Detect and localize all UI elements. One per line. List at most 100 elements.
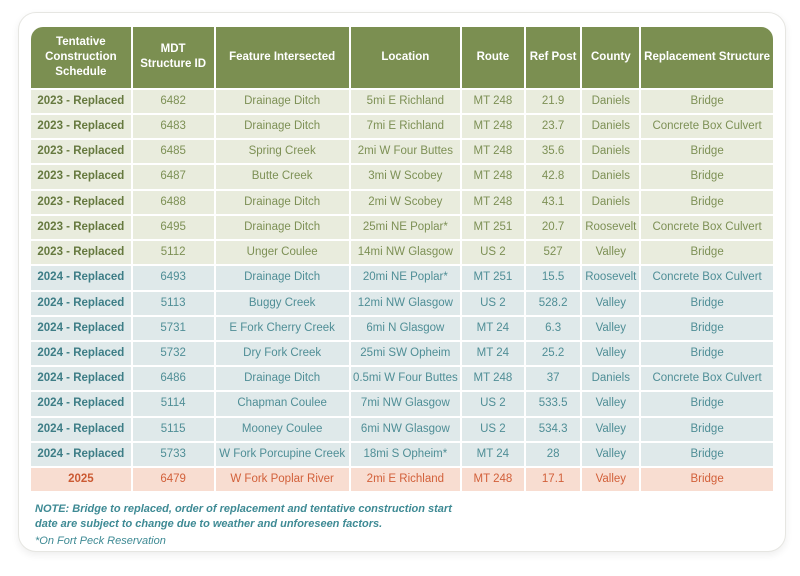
cell-feature-intersected: E Fork Cherry Creek xyxy=(215,316,349,340)
cell-tentative-construction-schedule: 2024 - Replaced xyxy=(31,417,131,441)
header-cell-ref-post: Ref Post xyxy=(525,27,581,88)
cell-mdt-structure-id: 5733 xyxy=(132,442,214,467)
header-cell-county: County xyxy=(582,27,640,88)
table-header-row: Tentative Construction Schedule MDT Struc… xyxy=(31,27,773,88)
table-row: 2024 - Replaced 5732 Dry Fork Creek 25mi SW… xyxy=(31,342,773,366)
cell-county: Daniels xyxy=(582,89,640,114)
cell-mdt-structure-id: 5113 xyxy=(132,291,214,315)
cell-replacement-structure: Bridge xyxy=(641,140,773,164)
table-row: 2024 - Replaced 5113 Buggy Creek 12mi NW Gl… xyxy=(31,291,773,315)
cell-mdt-structure-id: 5115 xyxy=(132,417,214,441)
cell-tentative-construction-schedule: 2023 - Replaced xyxy=(31,241,131,265)
cell-replacement-structure: Bridge xyxy=(641,316,773,340)
cell-route: MT 251 xyxy=(461,215,524,240)
cell-location: 5mi E Richland xyxy=(350,89,460,114)
cell-county: Valley xyxy=(582,316,640,340)
cell-tentative-construction-schedule: 2024 - Replaced xyxy=(31,291,131,315)
cell-route: MT 248 xyxy=(461,140,524,164)
cell-ref-post: 35.6 xyxy=(525,140,581,164)
cell-location: 2mi E Richland xyxy=(350,468,460,492)
cell-feature-intersected: Drainage Ditch xyxy=(215,89,349,114)
cell-ref-post: 20.7 xyxy=(525,215,581,240)
header-cell-location: Location xyxy=(350,27,460,88)
table-row: 2023 - Replaced 6488 Drainage Ditch 2mi W S… xyxy=(31,190,773,214)
cell-tentative-construction-schedule: 2023 - Replaced xyxy=(31,140,131,164)
cell-county: Daniels xyxy=(582,140,640,164)
cell-feature-intersected: Spring Creek xyxy=(215,140,349,164)
table-row: 2023 - Replaced 5112 Unger Coulee 14mi NW G… xyxy=(31,241,773,265)
cell-replacement-structure: Bridge xyxy=(641,442,773,467)
cell-ref-post: 37 xyxy=(525,367,581,391)
table-row: 2023 - Replaced 6483 Drainage Ditch 7mi E R… xyxy=(31,115,773,139)
cell-mdt-structure-id: 5112 xyxy=(132,241,214,265)
cell-replacement-structure: Concrete Box Culvert xyxy=(641,367,773,391)
cell-feature-intersected: Unger Coulee xyxy=(215,241,349,265)
cell-county: Valley xyxy=(582,241,640,265)
cell-tentative-construction-schedule: 2024 - Replaced xyxy=(31,392,131,416)
cell-location: 25mi NE Poplar* xyxy=(350,215,460,240)
cell-county: Valley xyxy=(582,442,640,467)
cell-replacement-structure: Bridge xyxy=(641,89,773,114)
cell-route: MT 24 xyxy=(461,442,524,467)
cell-replacement-structure: Concrete Box Culvert xyxy=(641,115,773,139)
cell-county: Roosevelt xyxy=(582,266,640,290)
cell-county: Valley xyxy=(582,417,640,441)
cell-location: 0.5mi W Four Buttes xyxy=(350,367,460,391)
cell-mdt-structure-id: 6486 xyxy=(132,367,214,391)
cell-route: MT 248 xyxy=(461,115,524,139)
cell-mdt-structure-id: 6479 xyxy=(132,468,214,492)
cell-county: Valley xyxy=(582,342,640,366)
cell-tentative-construction-schedule: 2024 - Replaced xyxy=(31,442,131,467)
cell-route: MT 24 xyxy=(461,342,524,366)
cell-route: MT 248 xyxy=(461,89,524,114)
cell-ref-post: 21.9 xyxy=(525,89,581,114)
cell-mdt-structure-id: 6493 xyxy=(132,266,214,290)
cell-mdt-structure-id: 6495 xyxy=(132,215,214,240)
table-row: 2024 - Replaced 6493 Drainage Ditch 20mi NE… xyxy=(31,266,773,290)
cell-feature-intersected: Chapman Coulee xyxy=(215,392,349,416)
cell-route: MT 251 xyxy=(461,266,524,290)
note-text: NOTE: Bridge to replaced, order of repla… xyxy=(35,503,452,531)
cell-feature-intersected: Drainage Ditch xyxy=(215,266,349,290)
cell-ref-post: 534.3 xyxy=(525,417,581,441)
header-cell-mdt-structure-id: MDT Structure ID xyxy=(132,27,214,88)
cell-feature-intersected: Drainage Ditch xyxy=(215,115,349,139)
cell-replacement-structure: Bridge xyxy=(641,241,773,265)
table-row: 2024 - Replaced 6486 Drainage Ditch 0.5mi W… xyxy=(31,367,773,391)
header-cell-route: Route xyxy=(461,27,524,88)
cell-tentative-construction-schedule: 2024 - Replaced xyxy=(31,266,131,290)
cell-ref-post: 533.5 xyxy=(525,392,581,416)
cell-county: Valley xyxy=(582,392,640,416)
cell-replacement-structure: Concrete Box Culvert xyxy=(641,215,773,240)
cell-tentative-construction-schedule: 2024 - Replaced xyxy=(31,342,131,366)
cell-feature-intersected: Mooney Coulee xyxy=(215,417,349,441)
table-row: 2023 - Replaced 6485 Spring Creek 2mi W Fou… xyxy=(31,140,773,164)
cell-mdt-structure-id: 6485 xyxy=(132,140,214,164)
cell-feature-intersected: Drainage Ditch xyxy=(215,367,349,391)
cell-location: 18mi S Opheim* xyxy=(350,442,460,467)
cell-route: MT 248 xyxy=(461,165,524,189)
cell-feature-intersected: Dry Fork Creek xyxy=(215,342,349,366)
cell-county: Daniels xyxy=(582,165,640,189)
cell-ref-post: 42.8 xyxy=(525,165,581,189)
cell-ref-post: 43.1 xyxy=(525,190,581,214)
cell-location: 6mi N Glasgow xyxy=(350,316,460,340)
notes-block: NOTE: Bridge to replaced, order of repla… xyxy=(35,502,773,547)
cell-replacement-structure: Bridge xyxy=(641,468,773,492)
cell-county: Daniels xyxy=(582,115,640,139)
cell-mdt-structure-id: 6483 xyxy=(132,115,214,139)
cell-mdt-structure-id: 5731 xyxy=(132,316,214,340)
cell-county: Roosevelt xyxy=(582,215,640,240)
cell-county: Daniels xyxy=(582,367,640,391)
cell-location: 6mi NW Glasgow xyxy=(350,417,460,441)
cell-location: 7mi E Richland xyxy=(350,115,460,139)
cell-mdt-structure-id: 5114 xyxy=(132,392,214,416)
cell-feature-intersected: W Fork Poplar River xyxy=(215,468,349,492)
cell-mdt-structure-id: 5732 xyxy=(132,342,214,366)
cell-route: MT 248 xyxy=(461,367,524,391)
cell-feature-intersected: Drainage Ditch xyxy=(215,215,349,240)
header-cell-tentative-construction-schedule: Tentative Construction Schedule xyxy=(31,27,131,88)
cell-replacement-structure: Bridge xyxy=(641,165,773,189)
cell-route: US 2 xyxy=(461,241,524,265)
cell-mdt-structure-id: 6488 xyxy=(132,190,214,214)
